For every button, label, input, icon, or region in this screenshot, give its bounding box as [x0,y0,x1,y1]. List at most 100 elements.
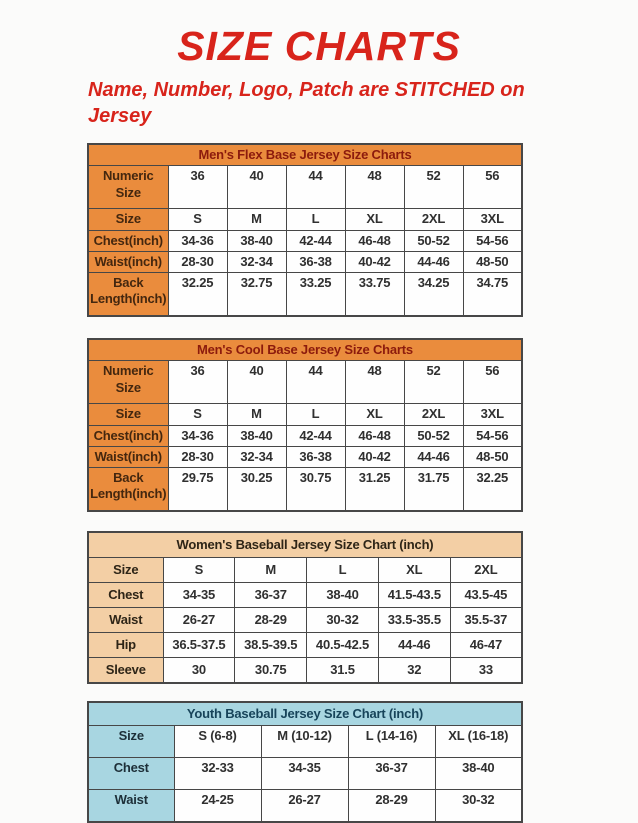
table-row: Size S M L XL 2XL 3XL [87,208,523,231]
size-cell: 2XL [403,208,464,231]
size-cell: 40 [226,165,287,210]
row-label: Size [87,403,169,426]
size-cell: 28-29 [347,789,436,823]
row-label: Waist [87,789,175,823]
row-label: Size [87,208,169,231]
size-cell: 48-50 [462,250,523,274]
table-row: Chest(inch) 34-36 38-40 42-44 46-48 50-52 54-5… [87,424,523,447]
size-cell: 28-29 [234,607,308,634]
size-cell: 44-46 [377,632,451,659]
size-cell: 52 [403,360,464,405]
size-cell: 38-40 [434,757,523,791]
size-cell: 32-34 [226,445,287,469]
size-cell: 31.5 [306,657,379,684]
size-cell: 52 [403,165,464,210]
table-gap [87,317,523,338]
size-cell: 34.75 [462,272,523,317]
table-title: Women's Baseball Jersey Size Chart (inch… [87,531,523,559]
row-label: Sleeve [87,657,164,684]
table-title: Men's Cool Base Jersey Size Charts [87,338,523,362]
size-cell: 44-46 [403,445,464,469]
size-table-mens-flex: Men's Flex Base Jersey Size Charts Numeri… [87,143,523,318]
table-title-row: Youth Baseball Jersey Size Chart (inch) [87,701,523,727]
size-cell: S [162,557,236,584]
size-cell: L (14-16) [347,725,436,759]
size-cell: 54-56 [462,229,523,252]
size-cell: 30-32 [434,789,523,823]
size-cell: 44 [285,360,346,405]
size-cell: 32 [377,657,451,684]
size-cell: 41.5-43.5 [377,582,451,609]
size-cell: 34-36 [167,424,228,447]
table-row: Size S (6-8) M (10-12) L (14-16) XL (16-18) [87,725,523,759]
size-cell: 33.75 [344,272,405,317]
size-cell: L [285,403,346,426]
size-cell: 40-42 [344,445,405,469]
size-cell: L [306,557,379,584]
table-title: Youth Baseball Jersey Size Chart (inch) [87,701,523,727]
size-cell: 34.25 [403,272,464,317]
size-cell: 40 [226,360,287,405]
size-cell: 56 [462,360,523,405]
table-row: Numeric Size 36 40 44 48 52 56 [87,360,523,405]
size-cell: 48-50 [462,445,523,469]
size-cell: 32.25 [462,467,523,512]
size-cell: 40.5-42.5 [306,632,379,659]
size-cell: 30 [162,657,236,684]
size-cell: 33.5-35.5 [377,607,451,634]
size-cell: 48 [344,360,405,405]
row-label: Chest [87,757,175,791]
size-cell: 30-32 [306,607,379,634]
row-label: Chest(inch) [87,424,169,447]
table-row: Numeric Size 36 40 44 48 52 56 [87,165,523,210]
row-label: Hip [87,632,164,659]
table-row: Waist(inch) 28-30 32-34 36-38 40-42 44-46 48-5… [87,250,523,274]
size-cell: 30.75 [285,467,346,512]
size-cell: 28-30 [167,250,228,274]
size-cell: 31.25 [344,467,405,512]
size-cell: 46-48 [344,424,405,447]
size-cell: 31.75 [403,467,464,512]
row-label: Back Length(inch) [87,467,169,512]
size-cell: 46-47 [449,632,523,659]
table-row: Back Length(inch) 29.75 30.25 30.75 31.25 31.… [87,467,523,512]
table-row: Size S M L XL 2XL 3XL [87,403,523,426]
size-table-mens-cool: Men's Cool Base Jersey Size Charts Numeri… [87,338,523,513]
size-cell: 42-44 [285,229,346,252]
size-cell: 38-40 [306,582,379,609]
page-title: SIZE CHARTS [177,23,461,69]
size-cell: 36-38 [285,445,346,469]
size-cell: 44 [285,165,346,210]
size-cell: XL (16-18) [434,725,523,759]
table-row: Chest(inch) 34-36 38-40 42-44 46-48 50-52 54-5… [87,229,523,252]
row-label: Chest [87,582,164,609]
size-cell: M [226,208,287,231]
table-row: Waist(inch) 28-30 32-34 36-38 40-42 44-46 48-5… [87,445,523,469]
size-cell: 26-27 [162,607,236,634]
table-title: Men's Flex Base Jersey Size Charts [87,143,523,167]
table-row: Hip 36.5-37.5 38.5-39.5 40.5-42.5 44-46 46-47 [87,632,523,659]
table-row: Sleeve 30 30.75 31.5 32 33 [87,657,523,684]
size-cell: 40-42 [344,250,405,274]
size-cell: XL [377,557,451,584]
size-cell: 34-35 [162,582,236,609]
size-cell: 32.25 [167,272,228,317]
row-label: Numeric Size [87,360,169,405]
row-label: Waist(inch) [87,445,169,469]
size-cell: 3XL [462,403,523,426]
size-cell: S (6-8) [173,725,262,759]
size-cell: 34-36 [167,229,228,252]
table-row: Chest 34-35 36-37 38-40 41.5-43.5 43.5-45 [87,582,523,609]
table-row: Size S M L XL 2XL [87,557,523,584]
size-cell: M [234,557,308,584]
size-cell: 36-38 [285,250,346,274]
row-label: Chest(inch) [87,229,169,252]
table-row: Waist 24-25 26-27 28-29 30-32 [87,789,523,823]
size-cell: 43.5-45 [449,582,523,609]
size-cell: S [167,403,228,426]
table-row: Chest 32-33 34-35 36-37 38-40 [87,757,523,791]
size-cell: 38-40 [226,424,287,447]
size-cell: 32.75 [226,272,287,317]
size-table-youth: Youth Baseball Jersey Size Chart (inch) S… [87,701,523,823]
table-row: Back Length(inch) 32.25 32.75 33.25 33.75 34.… [87,272,523,317]
